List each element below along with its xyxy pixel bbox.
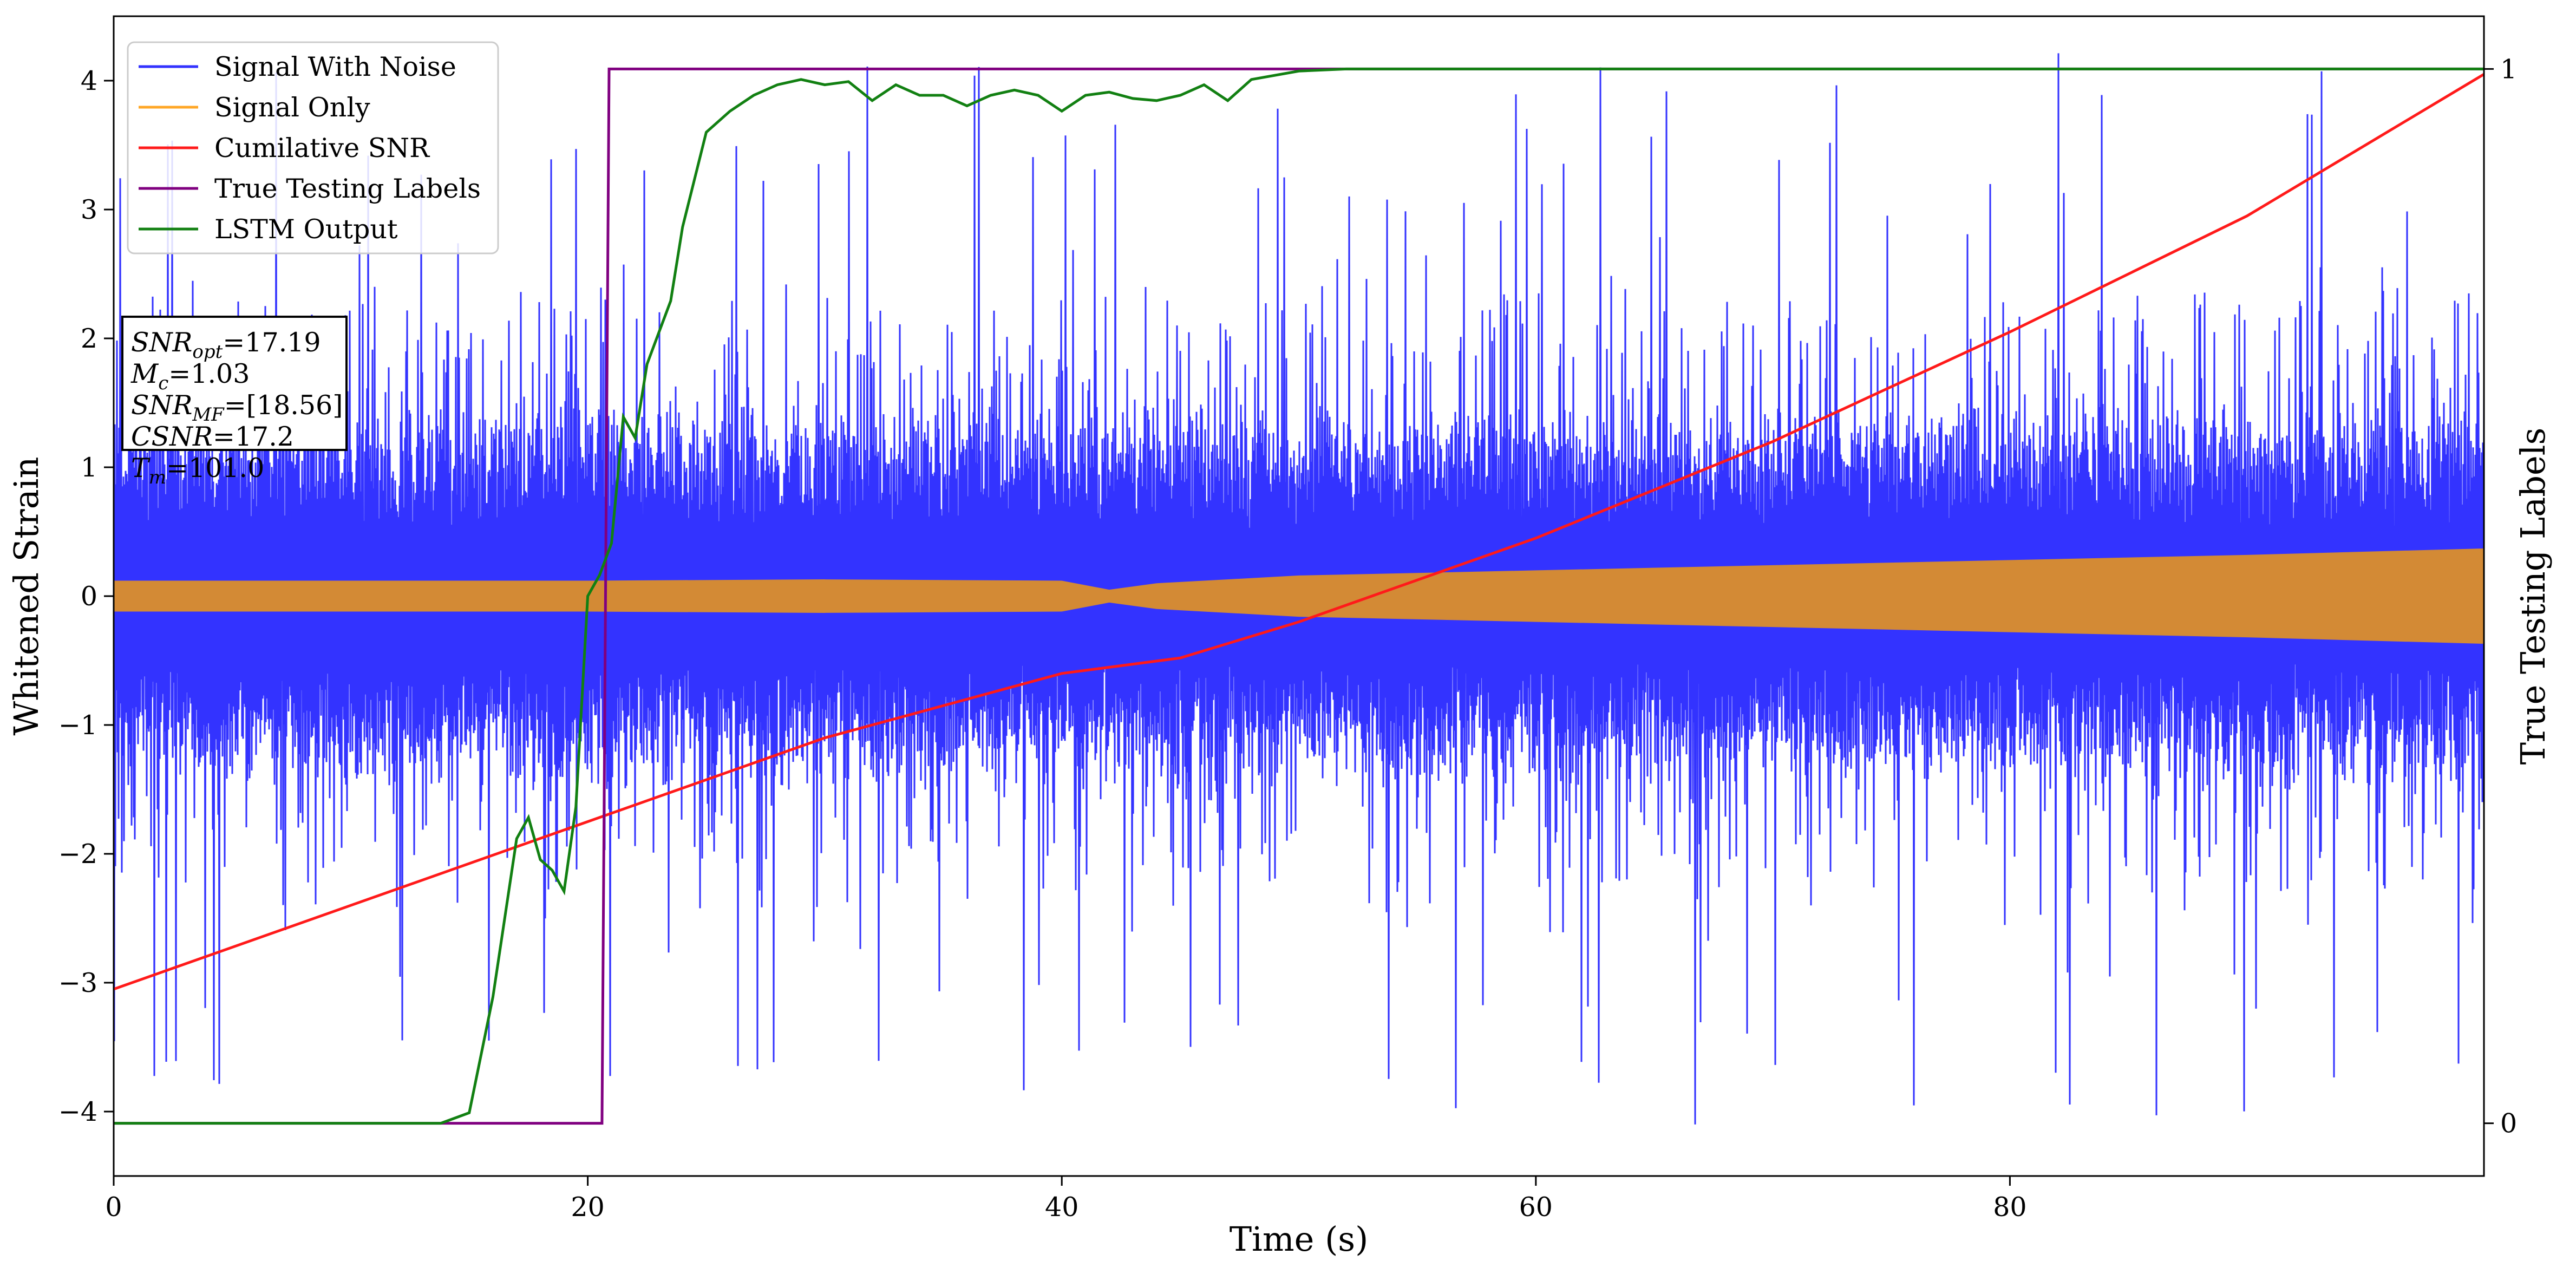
y-tick-label: −4: [58, 1096, 97, 1127]
y2-axis: 01: [2484, 54, 2517, 1139]
legend-label: LSTM Output: [214, 214, 398, 245]
x-tick-label: 60: [1519, 1192, 1553, 1223]
legend-label: True Testing Labels: [214, 173, 481, 204]
legend-label: Cumilative SNR: [214, 133, 430, 164]
info-mc: Mc=1.03: [130, 358, 250, 394]
x-tick-label: 80: [1993, 1192, 2026, 1223]
legend-frame: [127, 41, 499, 254]
y-tick-label: −3: [58, 968, 97, 998]
x-axis: 0 20 40 60 80: [105, 1176, 2027, 1223]
y2-axis-label: True Testing Labels: [2513, 428, 2553, 765]
y-tick-label: 1: [81, 452, 97, 483]
info-tm: Tm=101.0: [131, 453, 264, 488]
info-csnr: CSNR=17.2: [131, 421, 294, 452]
series-cumilative-snr: [114, 73, 2484, 991]
legend-label: Signal With Noise: [214, 51, 456, 82]
y-tick-label: 4: [81, 66, 97, 96]
info-snr-mf: SNRMF=[18.56]: [131, 390, 343, 426]
legend-label: Signal Only: [214, 92, 370, 123]
series-lstm-output: [114, 67, 2484, 1125]
x-tick-label: 20: [571, 1192, 604, 1223]
y-tick-label: −2: [58, 839, 97, 870]
x-axis-label: Time (s): [1230, 1219, 1369, 1259]
y-tick-label: 2: [81, 323, 97, 354]
y-tick-label: −1: [58, 710, 97, 741]
legend: Signal With Noise Signal Only Cumilative S…: [127, 41, 499, 254]
info-box-frame: [121, 316, 348, 451]
series-signal-only: [114, 548, 2484, 644]
info-box: SNRopt=17.19 Mc=1.03 SNRMF=[18.56] CSNR=…: [121, 316, 348, 488]
x-tick-label: 0: [105, 1192, 122, 1223]
y2-tick-label: 1: [2500, 54, 2517, 84]
y-axis-label: Whitened Strain: [6, 457, 46, 736]
series-signal-with-noise: [114, 53, 2484, 1125]
y-tick-label: 0: [81, 581, 97, 612]
y-axis: −4 −3 −2 −1 0 1 2 3 4: [58, 66, 114, 1127]
plot-area: [114, 53, 2484, 1125]
y-tick-label: 3: [81, 194, 97, 225]
x-tick-label: 40: [1045, 1192, 1078, 1223]
info-snr-opt: SNRopt=17.19: [131, 327, 321, 363]
y2-tick-label: 0: [2500, 1108, 2517, 1139]
